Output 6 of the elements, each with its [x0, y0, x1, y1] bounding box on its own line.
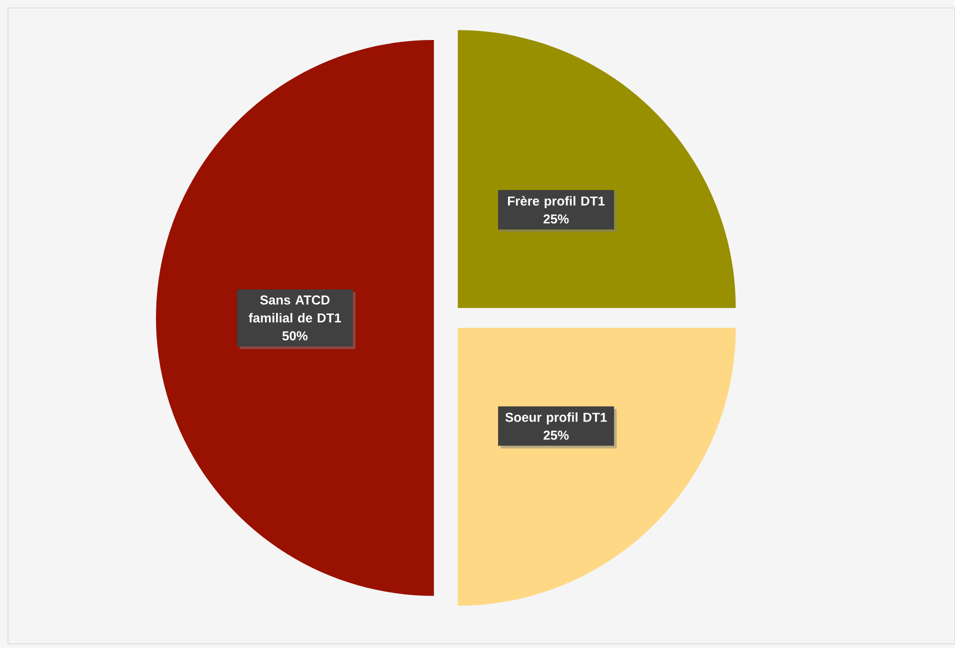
- slice-label: Frère profil DT1: [508, 196, 605, 208]
- slice-label: Sans ATCD familial de DT1: [248, 295, 341, 323]
- slice-label: Soeur profil DT1: [505, 412, 607, 425]
- data-label: 25%: [544, 214, 569, 224]
- data-label: 25%: [544, 430, 569, 440]
- data-label: 50%: [282, 331, 308, 340]
